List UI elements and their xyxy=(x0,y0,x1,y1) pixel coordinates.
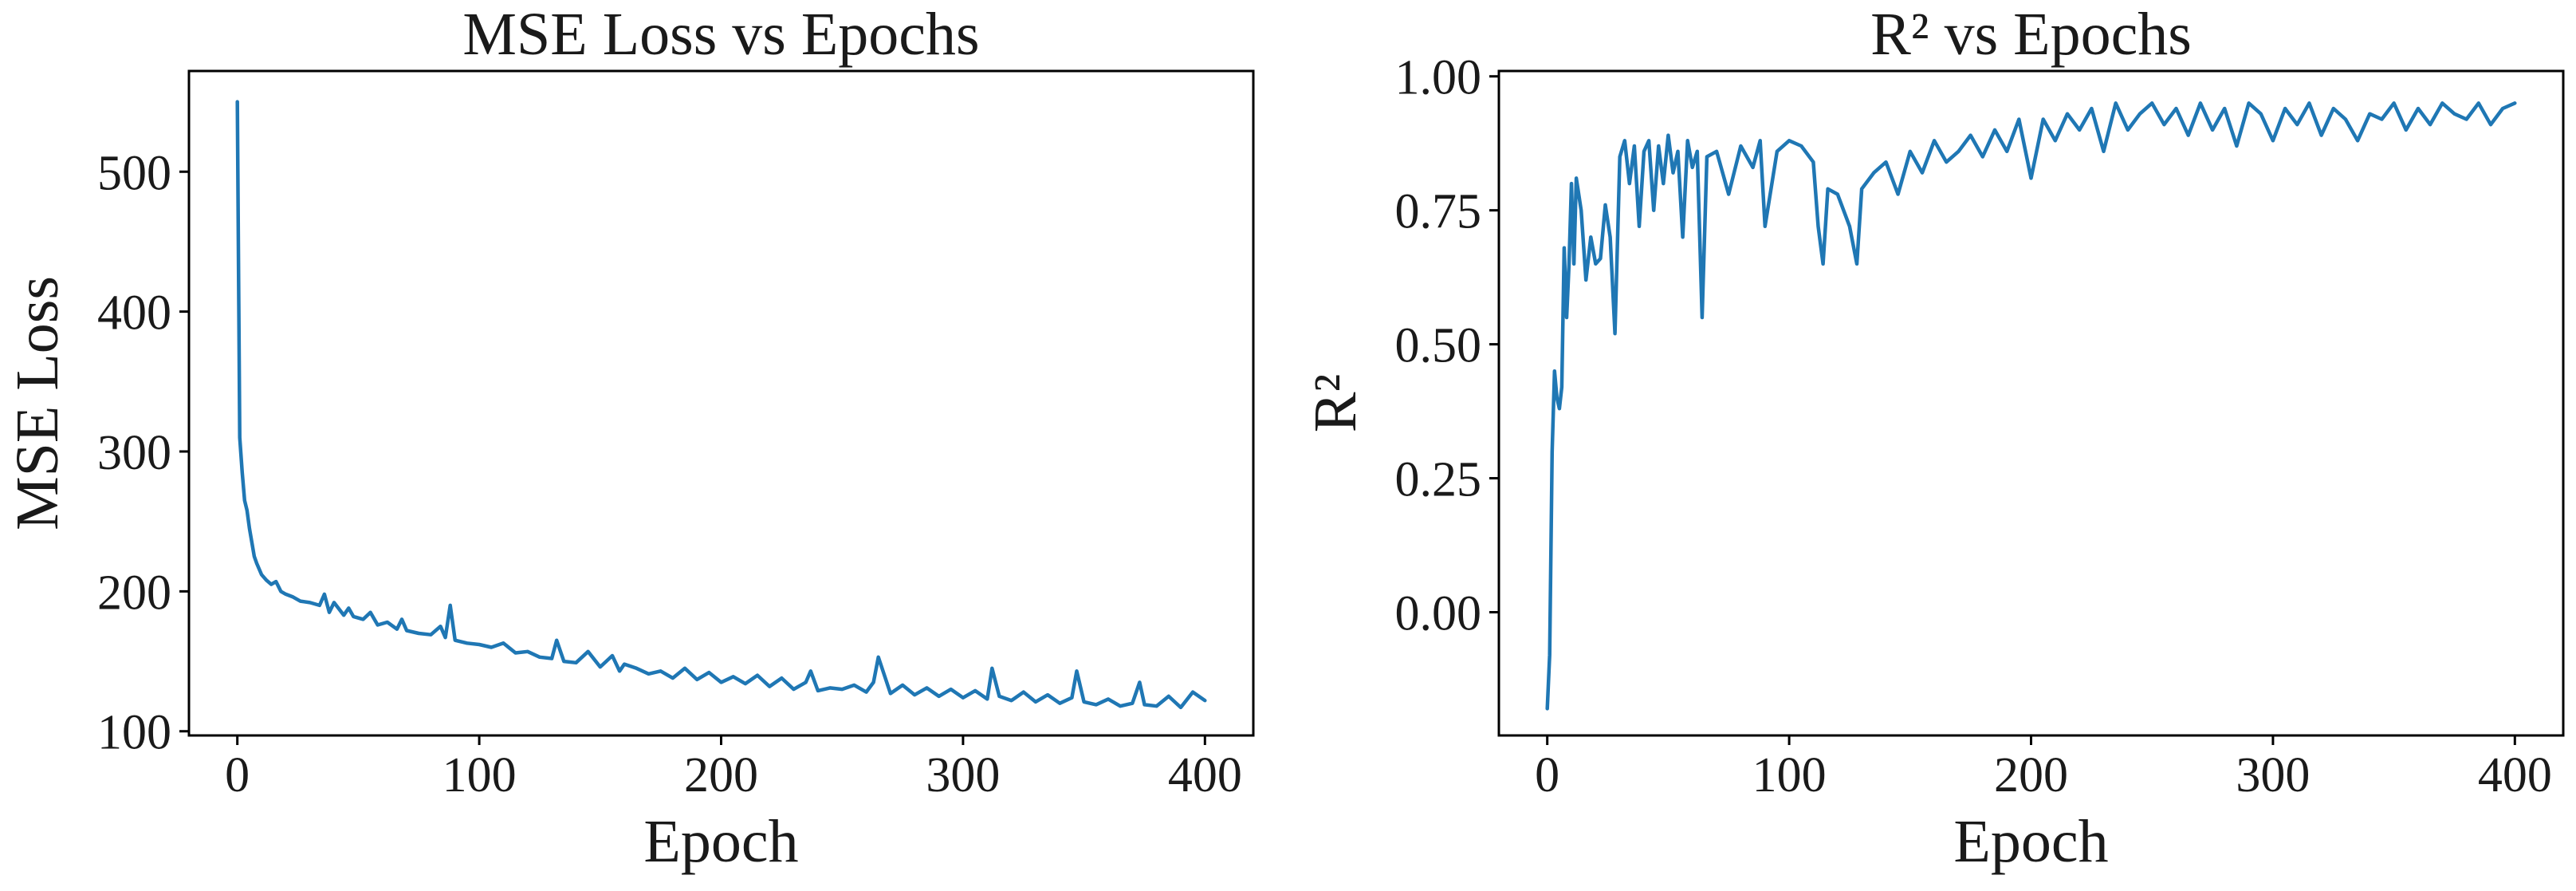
mse-plot-frame xyxy=(187,69,1255,737)
r2-y-tick-label: 0.50 xyxy=(1395,319,1482,373)
r2-x-tick-label: 0 xyxy=(1535,748,1559,802)
mse-x-axis-label: Epoch xyxy=(643,808,798,875)
r2-x-tick-label: 300 xyxy=(2236,748,2310,802)
r2-x-axis-label: Epoch xyxy=(1953,808,2108,875)
mse-series-line xyxy=(235,100,1207,710)
r2-chart: 0 100 200 300 400 0.00 0.25 0.50 0.75 1.00 R² vs E… xyxy=(1302,1,2565,875)
r2-x-tick-label: 100 xyxy=(1752,748,1827,802)
mse-y-axis-label: MSE Loss xyxy=(4,276,71,530)
r2-y-tick-label: 0.00 xyxy=(1395,586,1482,641)
mse-loss-chart: 0 100 200 300 400 100 200 300 400 500 MSE Loss vs … xyxy=(4,1,1255,875)
r2-y-tick-label: 0.75 xyxy=(1395,185,1482,239)
mse-y-tick-label: 400 xyxy=(97,286,171,341)
r2-y-tick-label: 0.25 xyxy=(1395,453,1482,507)
mse-y-tick-label: 200 xyxy=(97,566,171,620)
mse-x-tick-label: 200 xyxy=(684,748,758,802)
mse-x-tick-label: 100 xyxy=(442,748,517,802)
r2-x-tick-label: 200 xyxy=(1994,748,2068,802)
r2-series-line xyxy=(1545,101,2517,711)
mse-y-tick-label: 300 xyxy=(97,426,171,480)
mse-y-tick-label: 500 xyxy=(97,146,171,200)
mse-x-tick-label: 300 xyxy=(926,748,1000,802)
mse-x-tick-label: 0 xyxy=(225,748,250,802)
r2-y-axis-label: R² xyxy=(1302,374,1369,432)
r2-x-tick-label: 400 xyxy=(2478,748,2552,802)
mse-x-tick-label: 400 xyxy=(1168,748,1242,802)
mse-chart-title: MSE Loss vs Epochs xyxy=(462,1,979,68)
r2-y-tick-label: 1.00 xyxy=(1395,51,1482,105)
r2-chart-title: R² vs Epochs xyxy=(1870,1,2192,68)
mse-y-tick-label: 100 xyxy=(97,706,171,760)
